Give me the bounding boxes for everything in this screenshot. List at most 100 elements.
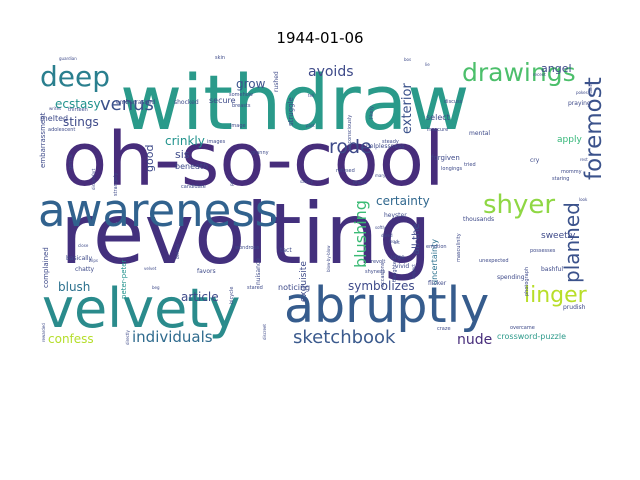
word-prudish: prudish: [563, 304, 586, 311]
word-thirteen: thirteen: [68, 107, 88, 113]
word-art: art: [394, 240, 400, 245]
word-past: past: [306, 123, 315, 128]
word-rest: rest: [580, 157, 588, 162]
word-heyster: heyster: [384, 212, 407, 219]
word-read: read: [389, 239, 398, 244]
word-satisfy: satisfy: [300, 179, 314, 184]
word-chatty: chatty: [75, 266, 94, 273]
word-behave: behave: [175, 244, 180, 259]
word-adolescent: adolescent: [48, 127, 75, 133]
word-embarrassed: embarrassed: [116, 99, 155, 106]
word-shyness: shyness: [365, 269, 386, 275]
word-sis: sis: [175, 148, 190, 161]
word-bos: bos: [404, 57, 411, 62]
word-ecstasy: ecstasy: [55, 97, 101, 111]
word-images: images: [207, 139, 226, 145]
word-revolting: revolting: [60, 185, 432, 283]
word-confess: confess: [48, 332, 94, 346]
word-mental: mental: [469, 130, 490, 137]
word-skin: skin: [215, 55, 225, 61]
word-tell: tell: [308, 93, 314, 98]
word-struggle: struggle: [287, 97, 295, 126]
word-lie: lie: [425, 62, 430, 67]
word-craze: craze: [437, 326, 451, 332]
word-stings: stings: [63, 115, 99, 129]
word-masculinity: masculinity: [456, 233, 462, 262]
word-unexpected: unexpected: [479, 258, 509, 264]
word-occasions: occasions: [380, 262, 386, 287]
word-vivid: vivid: [395, 263, 409, 270]
word-insecure: insecure: [427, 127, 448, 133]
word-embarrassment: embarrassment: [39, 112, 47, 168]
word-possesses: possesses: [530, 248, 556, 254]
word-mommy: mommy: [561, 169, 582, 175]
word-apply: apply: [557, 135, 582, 145]
word-breasts: breasts: [232, 103, 251, 109]
word-bashful: bashful: [541, 266, 563, 273]
word-thousands: thousands: [463, 216, 494, 223]
word-peter-peter: peter-peter: [120, 259, 128, 299]
word-drawings: drawings: [462, 58, 576, 87]
word-guardian: guardian: [59, 56, 77, 61]
word-longings: longings: [441, 166, 463, 172]
word-urge: urge: [391, 254, 405, 261]
word-select: select: [426, 113, 450, 122]
word-writes: writes: [49, 106, 61, 111]
word-nude: nude: [457, 332, 492, 348]
word-oh-so-cool: oh-so-cool: [62, 117, 445, 203]
word-directly: directly: [125, 329, 130, 345]
word-proof: proof: [229, 175, 234, 186]
word-mary: mary: [375, 173, 386, 178]
word-trips: trips: [89, 258, 98, 263]
word-bicycle: bicycle: [229, 287, 235, 305]
word-planned: planned: [560, 202, 584, 283]
word-somehow: somehow: [229, 92, 253, 98]
word-blow-by-blow: blow-by-blow: [326, 245, 331, 272]
word-good: good: [143, 145, 156, 172]
word-blushing: blushing: [351, 200, 370, 268]
word-blush: blush: [58, 280, 90, 294]
word-exquisite: exquisite: [299, 261, 309, 302]
word-withdraw: withdraw: [120, 58, 469, 147]
word-angel: angel: [541, 62, 572, 75]
word-velvet: velvet: [144, 266, 157, 271]
word-deep: deep: [40, 60, 110, 93]
word-rushed: rushed: [273, 71, 280, 92]
word-spending: spending: [497, 274, 525, 281]
word-individuals: individuals: [132, 328, 213, 346]
word-overcame: overcame: [510, 325, 535, 331]
word-basically: basically: [66, 255, 93, 262]
word-shocked: shocked: [174, 99, 199, 106]
word-foremost: foremost: [581, 77, 607, 180]
word-uncertainty: uncertainty: [430, 239, 439, 285]
word-staring: staring: [552, 176, 569, 182]
word-crossword-puzzle: crossword-puzzle: [497, 332, 566, 341]
word-flicker: flicker: [428, 280, 447, 287]
word-discuss: discuss: [444, 99, 463, 105]
word-close: close: [78, 243, 89, 248]
word-gentle: gentle: [68, 154, 74, 170]
word-photograph: photograph: [524, 267, 530, 296]
word-tact: tact: [280, 247, 292, 254]
word-habits: habits: [588, 83, 593, 95]
word-loved: loved: [353, 180, 367, 186]
word-pokes: pokes: [576, 90, 588, 95]
word-respect: respect: [411, 264, 416, 279]
word-awareness: awareness: [38, 184, 278, 237]
word-image: image: [230, 123, 246, 129]
word-revolt: revolt: [371, 259, 385, 265]
word-symbolizes: symbolizes: [348, 279, 415, 293]
word-tried: tried: [464, 162, 476, 168]
word-granny: granny: [251, 150, 269, 156]
word-discomfort: discomfort: [91, 168, 96, 190]
word-secure: secure: [209, 96, 236, 105]
word-grow: grow: [236, 77, 266, 91]
word-recent: recent: [533, 72, 546, 77]
word-unconsciously: unconsciously: [347, 115, 353, 150]
word-candidate: candidate: [181, 184, 206, 190]
word-abruptly: abruptly: [284, 277, 489, 334]
word-sweetly: sweetly: [541, 231, 576, 241]
word-forgiven: forgiven: [431, 154, 460, 162]
word-cry: cry: [530, 157, 540, 164]
